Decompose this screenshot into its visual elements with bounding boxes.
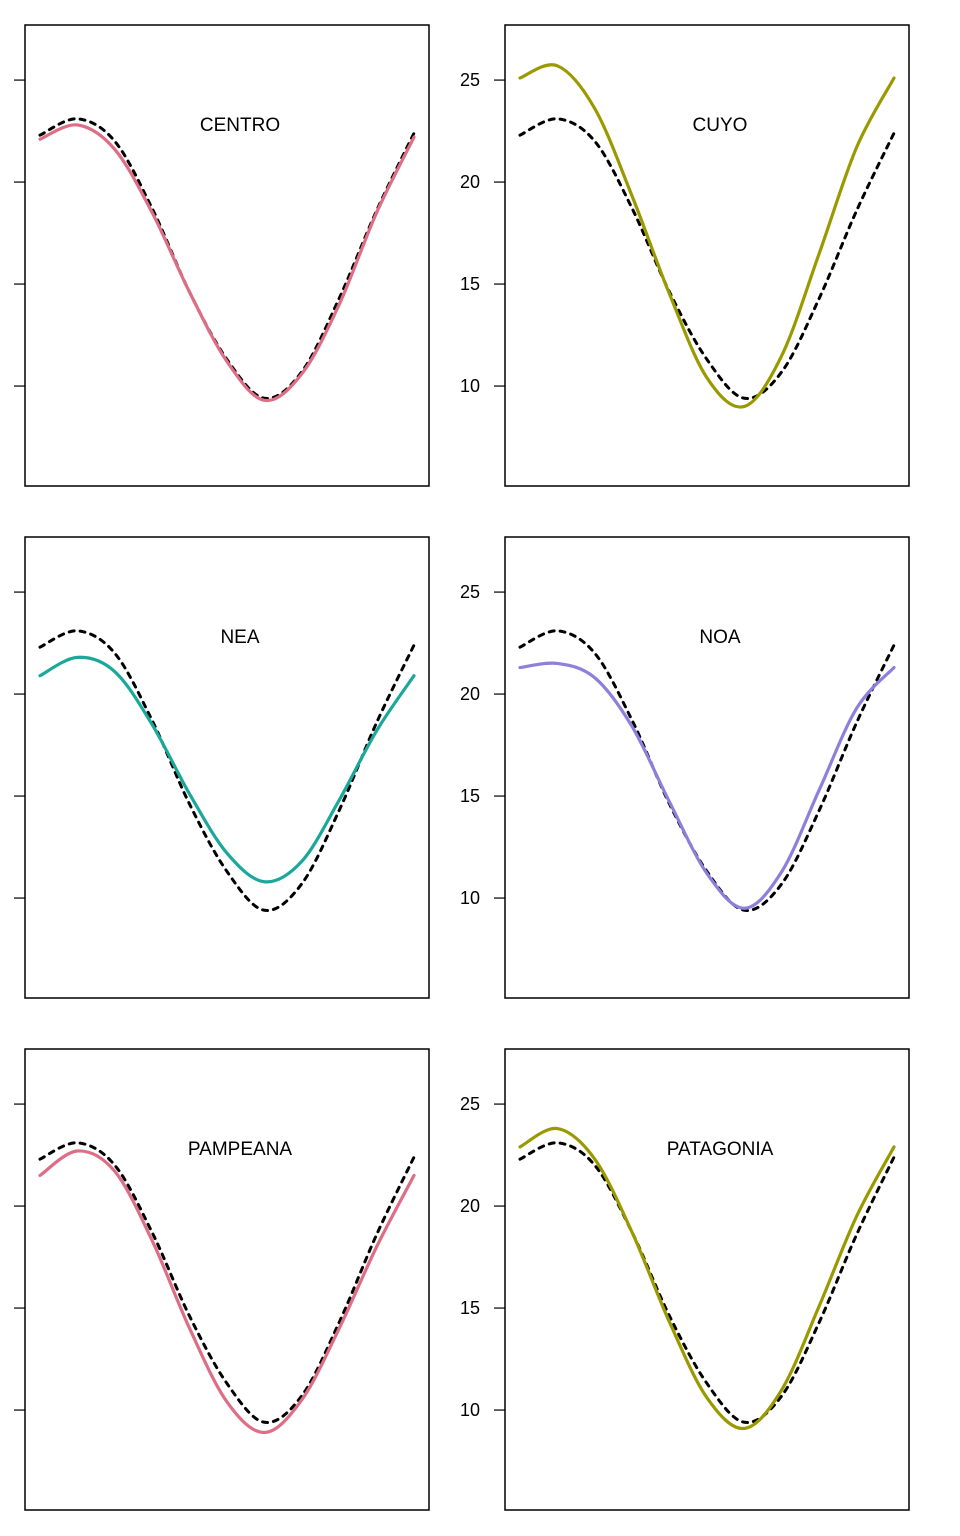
panel-frame <box>504 1048 910 1511</box>
series-line-patagonia <box>518 1126 896 1431</box>
panel-title: CENTRO <box>200 115 280 136</box>
y-tick-label: 15 <box>460 274 480 294</box>
y-tick-label: 20 <box>460 172 480 192</box>
series-line-nea <box>38 655 416 884</box>
series-line-pampeana <box>38 1149 416 1435</box>
y-tick-label: 10 <box>460 376 480 396</box>
reference-line <box>38 1141 416 1424</box>
panel-cuyo: 10 15 20 25 CUYO <box>460 24 910 487</box>
y-tick-label: 15 <box>460 786 480 806</box>
panel-title: PATAGONIA <box>667 1139 774 1160</box>
panel-title: NOA <box>699 627 741 648</box>
y-tick-label: 25 <box>460 582 480 602</box>
y-tick-label: 20 <box>460 1196 480 1216</box>
panel-title: PAMPEANA <box>188 1139 293 1160</box>
panel-noa: 10 15 20 25 NOA <box>460 536 910 999</box>
series-line-noa <box>518 661 896 910</box>
panel-frame <box>504 536 910 999</box>
reference-line <box>518 117 896 400</box>
panel-centro: CENTRO <box>14 24 430 487</box>
panel-frame <box>504 24 910 487</box>
panel-nea: NEA <box>14 536 430 999</box>
reference-line <box>38 629 416 912</box>
series-line-centro <box>38 123 416 403</box>
y-tick-label: 25 <box>460 1094 480 1114</box>
panel-title: NEA <box>220 627 259 648</box>
series-line-cuyo <box>518 63 896 409</box>
y-tick-label: 10 <box>460 888 480 908</box>
y-tick-label: 15 <box>460 1298 480 1318</box>
panel-patagonia: 10 15 20 25 PATAGONIA <box>460 1048 910 1511</box>
panel-pampeana: PAMPEANA <box>14 1048 430 1511</box>
reference-line <box>518 629 896 912</box>
y-tick-label: 25 <box>460 70 480 90</box>
reference-line <box>518 1141 896 1424</box>
panel-frame <box>24 1048 430 1511</box>
panel-frame <box>24 24 430 487</box>
panel-frame <box>24 536 430 999</box>
y-tick-label: 10 <box>460 1400 480 1420</box>
y-tick-label: 20 <box>460 684 480 704</box>
panel-title: CUYO <box>693 115 748 136</box>
